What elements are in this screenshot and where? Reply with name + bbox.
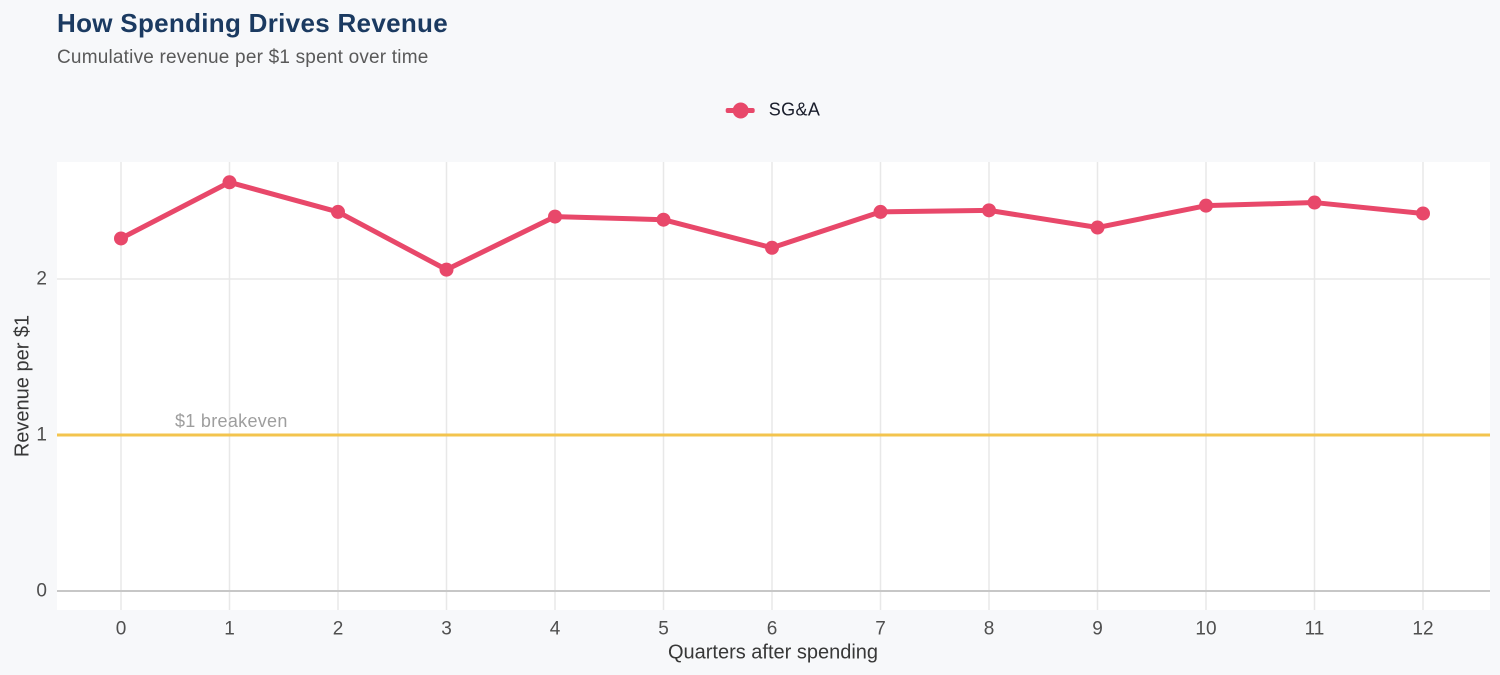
plot-panel — [57, 162, 1490, 610]
x-tick-label: 2 — [333, 619, 344, 640]
data-point — [1090, 220, 1105, 235]
data-point — [656, 212, 671, 227]
data-point — [331, 204, 345, 219]
data-point — [1307, 195, 1322, 210]
data-point — [222, 175, 237, 190]
data-point — [114, 231, 128, 246]
x-tick-label: 10 — [1195, 619, 1216, 640]
x-tick-label: 5 — [658, 619, 669, 640]
legend-dot-icon — [732, 102, 749, 118]
x-tick-label: 3 — [441, 619, 452, 640]
x-tick-label: 7 — [875, 619, 886, 640]
data-point — [1416, 206, 1430, 221]
y-tick-label: 0 — [36, 581, 47, 602]
y-axis-title: Revenue per $1 — [11, 314, 34, 458]
x-axis-title: Quarters after spending — [667, 641, 879, 664]
legend-series-label: SG&A — [768, 99, 821, 120]
x-tick-label: 11 — [1305, 619, 1325, 640]
chart-subtitle: Cumulative revenue per $1 spent over tim… — [57, 47, 429, 68]
data-point — [1199, 198, 1213, 213]
x-tick-label: 0 — [116, 619, 127, 640]
data-point — [873, 204, 888, 219]
y-tick-label: 1 — [36, 425, 47, 446]
x-tick-label: 12 — [1412, 619, 1433, 640]
data-point — [982, 203, 996, 218]
legend-line-marker-icon — [725, 102, 755, 118]
y-tick-label: 2 — [36, 269, 47, 290]
x-tick-label: 4 — [550, 619, 561, 640]
x-tick-label: 6 — [767, 619, 778, 640]
data-point — [439, 262, 454, 277]
x-tick-label: 8 — [984, 619, 995, 640]
legend: SG&A — [725, 99, 821, 121]
chart-title: How Spending Drives Revenue — [57, 8, 448, 38]
data-point — [548, 209, 562, 224]
breakeven-annotation: $1 breakeven — [175, 411, 288, 431]
x-tick-label: 9 — [1092, 619, 1103, 640]
data-point — [765, 240, 779, 255]
x-tick-label: 1 — [224, 619, 235, 640]
